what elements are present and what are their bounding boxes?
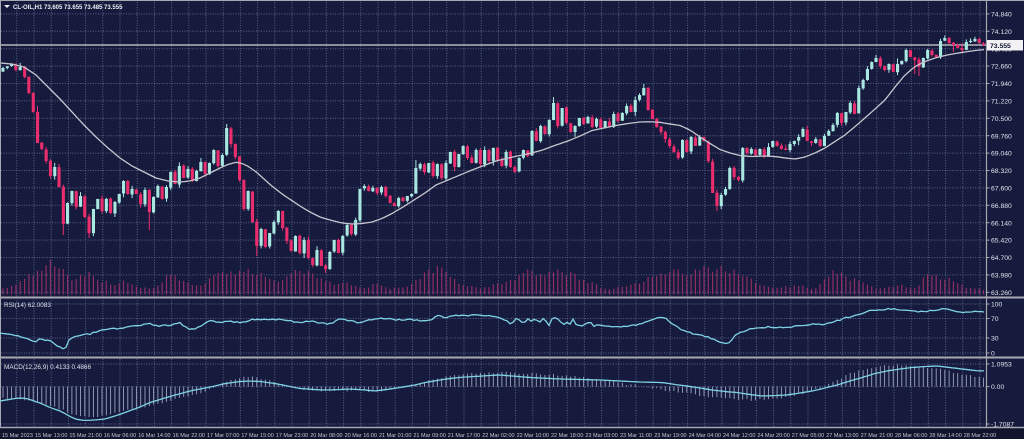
svg-text:27 Mar 05:00: 27 Mar 05:00 <box>792 433 824 439</box>
svg-text:63.980: 63.980 <box>991 273 1012 280</box>
svg-text:100: 100 <box>991 302 1003 309</box>
svg-text:27 Mar 21:00: 27 Mar 21:00 <box>861 433 893 439</box>
svg-text:24 Mar 20:00: 24 Mar 20:00 <box>757 433 789 439</box>
svg-text:68.320: 68.320 <box>991 168 1012 175</box>
svg-text:15 Mar 2023: 15 Mar 2023 <box>2 433 33 439</box>
svg-text:17 Mar 23:00: 17 Mar 23:00 <box>276 433 308 439</box>
svg-text:RSI(14) 62.0083: RSI(14) 62.0083 <box>4 302 51 309</box>
svg-text:27 Mar 13:00: 27 Mar 13:00 <box>826 433 858 439</box>
svg-text:74.840: 74.840 <box>991 12 1012 19</box>
svg-text:-1.7087: -1.7087 <box>991 422 1014 429</box>
svg-text:MACD(12,26,9) 0.4133 0.4866: MACD(12,26,9) 0.4133 0.4866 <box>4 364 91 371</box>
svg-text:21 Mar 09:00: 21 Mar 09:00 <box>413 433 445 439</box>
svg-text:28 Mar 22:00: 28 Mar 22:00 <box>964 433 996 439</box>
svg-text:17 Mar 15:00: 17 Mar 15:00 <box>241 433 273 439</box>
svg-text:21 Mar 01:00: 21 Mar 01:00 <box>379 433 411 439</box>
svg-text:20 Mar 08:00: 20 Mar 08:00 <box>310 433 342 439</box>
svg-text:22 Mar 18:00: 22 Mar 18:00 <box>551 433 583 439</box>
svg-text:17 Mar 07:00: 17 Mar 07:00 <box>207 433 239 439</box>
svg-text:23 Mar 11:00: 23 Mar 11:00 <box>620 433 652 439</box>
svg-text:0.00: 0.00 <box>991 384 1004 391</box>
svg-text:30: 30 <box>991 336 999 343</box>
svg-text:20 Mar 16:00: 20 Mar 16:00 <box>345 433 377 439</box>
svg-text:21 Mar 17:00: 21 Mar 17:00 <box>448 433 480 439</box>
svg-text:69.760: 69.760 <box>991 133 1012 140</box>
svg-text:16 Mar 14:00: 16 Mar 14:00 <box>138 433 170 439</box>
svg-text:24 Mar 04:00: 24 Mar 04:00 <box>689 433 721 439</box>
svg-text:0: 0 <box>991 351 995 358</box>
svg-text:71.220: 71.220 <box>991 99 1012 106</box>
svg-text:16 Mar 22:00: 16 Mar 22:00 <box>173 433 205 439</box>
svg-text:23 Mar 03:00: 23 Mar 03:00 <box>585 433 617 439</box>
svg-text:70.500: 70.500 <box>991 116 1012 123</box>
svg-text:74.120: 74.120 <box>991 29 1012 36</box>
svg-text:73.555: 73.555 <box>990 43 1011 50</box>
svg-text:24 Mar 12:00: 24 Mar 12:00 <box>723 433 755 439</box>
svg-text:72.660: 72.660 <box>991 64 1012 71</box>
svg-text:65.420: 65.420 <box>991 238 1012 245</box>
svg-text:CL-OIL,H1 73.605 73.655 73.48: CL-OIL,H1 73.605 73.655 73.485 73.555 <box>13 5 123 11</box>
svg-text:23 Mar 19:00: 23 Mar 19:00 <box>654 433 686 439</box>
svg-text:64.700: 64.700 <box>991 255 1012 262</box>
svg-text:67.600: 67.600 <box>991 186 1012 193</box>
svg-text:28 Mar 14:00: 28 Mar 14:00 <box>929 433 961 439</box>
svg-text:15 Mar 21:00: 15 Mar 21:00 <box>69 433 101 439</box>
svg-text:22 Mar 10:00: 22 Mar 10:00 <box>517 433 549 439</box>
svg-text:22 Mar 02:00: 22 Mar 02:00 <box>482 433 514 439</box>
svg-text:71.940: 71.940 <box>991 81 1012 88</box>
svg-text:15 Mar 13:00: 15 Mar 13:00 <box>35 433 67 439</box>
svg-text:69.040: 69.040 <box>991 151 1012 158</box>
svg-text:1.0953: 1.0953 <box>991 362 1012 369</box>
svg-text:70: 70 <box>991 316 999 323</box>
svg-text:16 Mar 06:00: 16 Mar 06:00 <box>104 433 136 439</box>
svg-text:66.140: 66.140 <box>991 220 1012 227</box>
svg-text:66.880: 66.880 <box>991 203 1012 210</box>
svg-text:28 Mar 06:00: 28 Mar 06:00 <box>895 433 927 439</box>
svg-text:63.260: 63.260 <box>991 290 1012 297</box>
